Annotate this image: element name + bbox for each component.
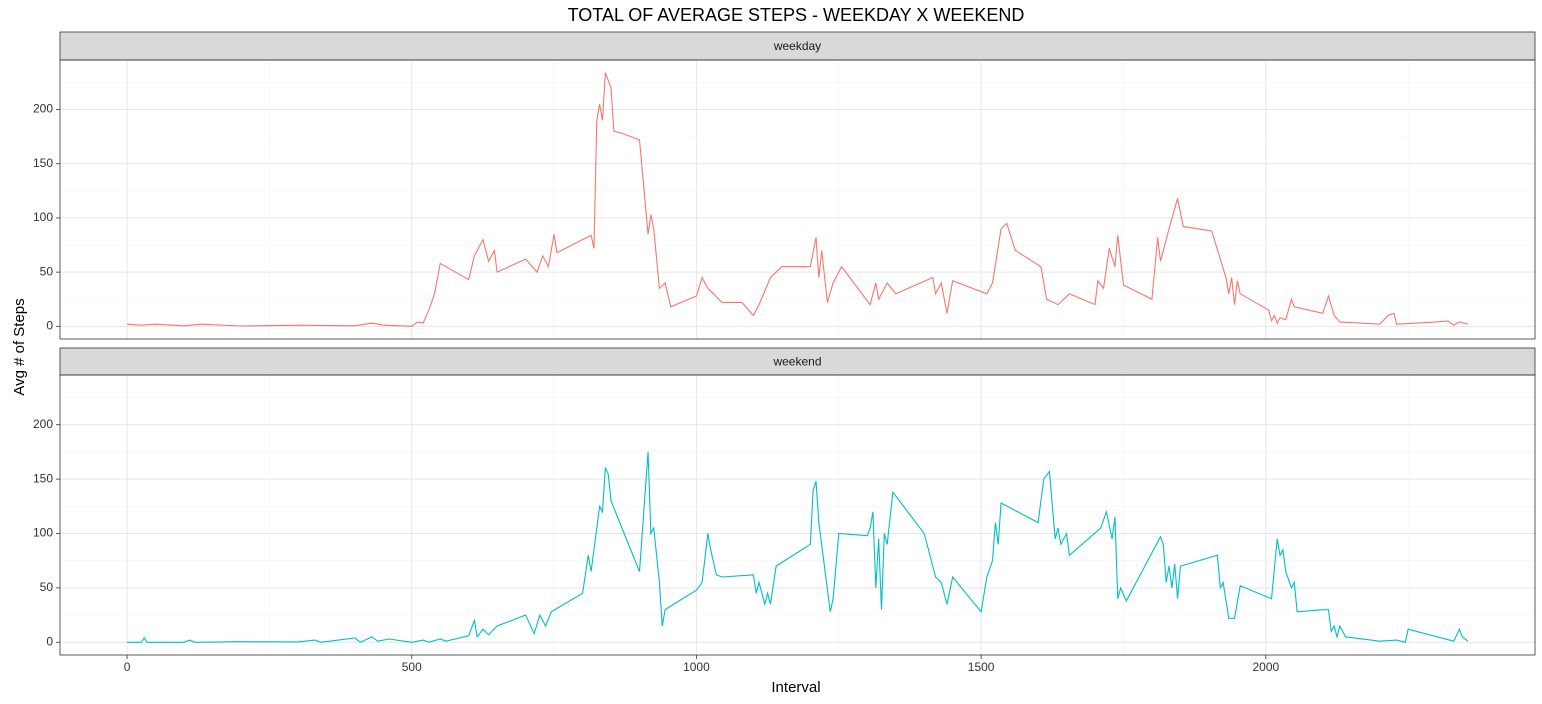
y-tick-label: 50 <box>40 580 54 594</box>
chart-title: TOTAL OF AVERAGE STEPS - WEEKDAY X WEEKE… <box>568 5 1025 25</box>
x-tick-label: 0 <box>124 660 131 674</box>
x-axis-label: Interval <box>771 679 820 696</box>
y-axis-label: Avg # of Steps <box>11 298 28 395</box>
y-tick-label: 100 <box>33 210 53 224</box>
y-tick-label: 150 <box>33 471 53 485</box>
y-tick-label: 0 <box>46 318 53 332</box>
strip <box>59 31 1536 61</box>
x-tick-label: 500 <box>402 660 422 674</box>
x-tick-label: 2000 <box>1252 660 1279 674</box>
line <box>127 72 1469 327</box>
strip-label: weekday <box>773 39 821 53</box>
y-tick-label: 200 <box>33 102 53 116</box>
y-tick-label: 50 <box>40 264 54 278</box>
line <box>127 451 1469 643</box>
y-tick-label: 150 <box>33 156 53 170</box>
y-tick-label: 100 <box>33 526 53 540</box>
x-tick-label: 1000 <box>683 660 710 674</box>
y-tick-label: 0 <box>46 634 53 648</box>
y-tick-label: 200 <box>33 417 53 431</box>
strip-label: weekend <box>772 355 821 369</box>
x-tick-label: 1500 <box>968 660 995 674</box>
panel-border <box>59 59 1536 340</box>
panel-border <box>59 374 1536 656</box>
